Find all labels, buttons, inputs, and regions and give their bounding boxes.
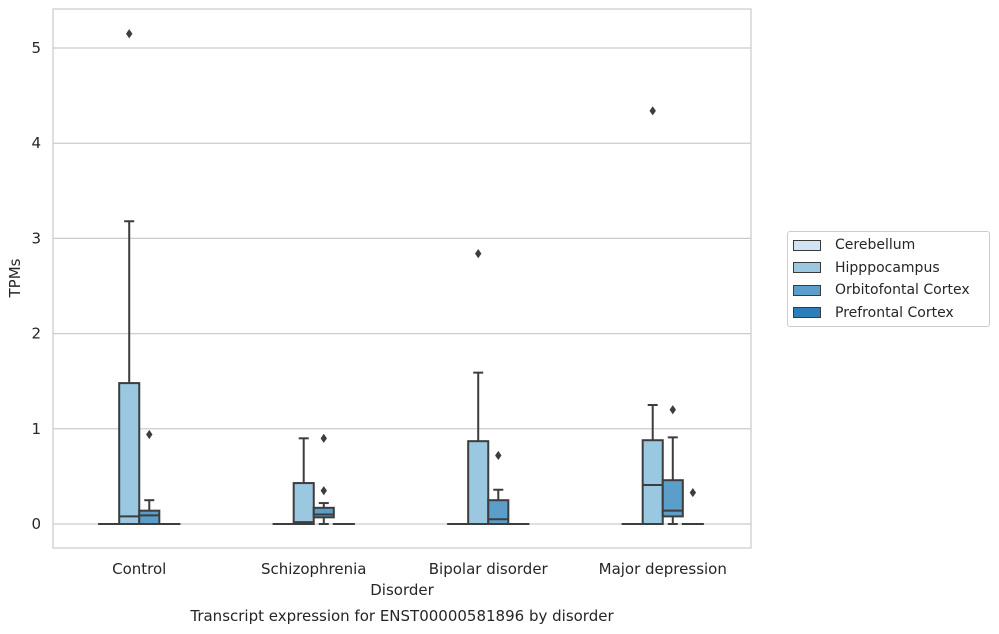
box-iqr bbox=[118, 382, 141, 525]
y-tick-label: 4 bbox=[31, 134, 41, 152]
y-tick-label: 1 bbox=[31, 420, 41, 438]
outlier-point bbox=[689, 487, 697, 498]
legend-swatch bbox=[793, 262, 821, 273]
outlier-point bbox=[649, 106, 656, 116]
y-tick-label: 2 bbox=[31, 325, 41, 343]
y-tick-labels: 0 1 2 3 4 5 bbox=[31, 39, 41, 533]
box-orbitofontal-cortex bbox=[312, 433, 335, 525]
legend-item: Orbitofontal Cortex bbox=[793, 280, 970, 300]
box-iqr bbox=[487, 499, 510, 526]
x-tick-labels: Control Schizophrenia Bipolar disorder Majo… bbox=[112, 560, 727, 578]
outlier-point bbox=[320, 433, 327, 443]
box-hipppocampus bbox=[292, 437, 315, 525]
outlier-point bbox=[475, 249, 482, 259]
outlier-point bbox=[320, 486, 327, 496]
y-tick-label: 3 bbox=[31, 229, 41, 247]
legend: Cerebellum Hipppocampus Orbitofontal Corte… bbox=[787, 231, 990, 327]
legend-label: Prefrontal Cortex bbox=[835, 304, 954, 321]
x-tick-label: Major depression bbox=[599, 560, 727, 578]
box-plot-area bbox=[98, 29, 704, 526]
outlier-point bbox=[669, 405, 676, 415]
legend-label: Hipppocampus bbox=[835, 259, 940, 276]
box-prefrontal-cortex bbox=[681, 487, 704, 526]
legend-item: Prefrontal Cortex bbox=[793, 303, 954, 323]
outlier-point bbox=[126, 29, 133, 39]
outlier-point bbox=[146, 429, 153, 440]
box-orbitofontal-cortex bbox=[138, 429, 161, 525]
box-iqr bbox=[292, 482, 315, 525]
legend-item: Cerebellum bbox=[793, 235, 915, 255]
legend-label: Cerebellum bbox=[835, 237, 916, 253]
legend-swatch bbox=[793, 239, 821, 251]
chart-caption: Transcript expression for ENST0000058189… bbox=[190, 607, 614, 625]
box-orbitofontal-cortex bbox=[487, 450, 510, 526]
legend-item: Hipppocampus bbox=[793, 258, 940, 278]
y-tick-label: 5 bbox=[31, 39, 41, 57]
x-axis-label: Disorder bbox=[370, 581, 434, 599]
outlier-point bbox=[495, 450, 502, 461]
box-hipppocampus bbox=[641, 106, 664, 525]
box-hipppocampus bbox=[118, 29, 141, 525]
box-iqr bbox=[641, 439, 664, 525]
x-tick-label: Control bbox=[112, 560, 166, 578]
box-iqr bbox=[312, 506, 335, 519]
legend-swatch bbox=[793, 284, 821, 296]
y-axis-label: TPMs bbox=[6, 258, 24, 298]
legend-swatch bbox=[793, 307, 821, 318]
box-iqr bbox=[661, 479, 684, 518]
plot-frame bbox=[52, 8, 752, 549]
box-iqr bbox=[138, 509, 161, 525]
box-iqr bbox=[467, 440, 490, 525]
legend-label: Orbitofontal Cortex bbox=[835, 282, 970, 298]
x-tick-label: Schizophrenia bbox=[261, 560, 366, 578]
x-tick-label: Bipolar disorder bbox=[429, 560, 549, 578]
box-hipppocampus bbox=[467, 249, 490, 525]
y-tick-label: 0 bbox=[31, 515, 41, 533]
box-orbitofontal-cortex bbox=[661, 405, 684, 525]
